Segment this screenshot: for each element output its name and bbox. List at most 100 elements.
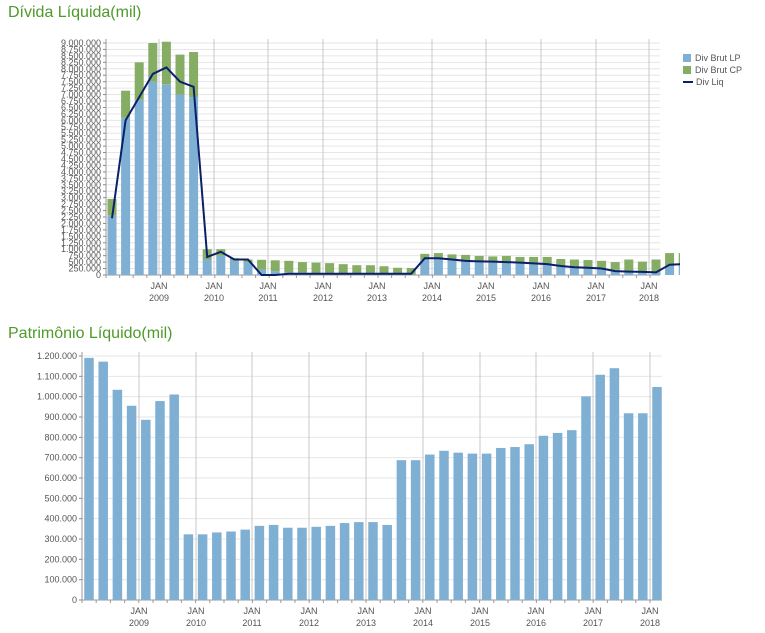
bar-primary (189, 97, 199, 275)
legend-swatch-lp (683, 54, 691, 62)
x-tick-label: JAN (368, 281, 385, 291)
x-tick-label: 2010 (204, 293, 224, 303)
patrimonio-liquido-chart: 0 100.000 200.000 300.000 400.000 500.000 600.… (37, 351, 662, 628)
x-tick-label: JAN (205, 281, 222, 291)
bar-primary (155, 401, 165, 600)
y-tick-label: 5.000.000 (61, 141, 101, 151)
bar-primary (354, 522, 364, 600)
bar-primary (542, 263, 552, 275)
y-tick-label: 7.000.000 (61, 90, 101, 100)
bar-primary (474, 261, 484, 275)
y-tick-label: 1.000.000 (61, 244, 101, 254)
bar-secondary (420, 253, 430, 260)
y-tick-label: 6.750.000 (61, 96, 101, 106)
bar-primary (339, 523, 350, 600)
x-tick-label: JAN (641, 606, 658, 616)
bar-primary (229, 260, 239, 275)
bar-primary (161, 84, 171, 275)
legend-label-liq: Div Liq (696, 77, 724, 87)
bar-secondary (583, 260, 593, 268)
y-tick-label: 500.000 (44, 493, 77, 503)
bar-primary (637, 271, 647, 275)
bar-primary (581, 396, 591, 600)
y-tick-label: 300.000 (44, 534, 77, 544)
x-tick-label: JAN (477, 281, 494, 291)
y-tick-label: 600.000 (44, 473, 77, 483)
bar-secondary (461, 254, 471, 261)
bar-secondary (325, 263, 335, 273)
bar-primary (556, 265, 566, 275)
x-tick-label: 2010 (186, 618, 206, 628)
x-tick-label: JAN (532, 281, 549, 291)
y-tick-label: 5.750.000 (61, 122, 101, 132)
y-tick-label: 6.000.000 (61, 115, 101, 125)
bar-primary (510, 447, 520, 600)
bar-primary (240, 529, 250, 600)
x-tick-label: 2012 (313, 293, 333, 303)
chart-legend: Div Brut LP Div Brut CP Div Liq (683, 52, 755, 88)
bar-secondary (107, 198, 117, 216)
y-tick-label: 1.100.000 (37, 371, 77, 381)
legend-swatch-cp (683, 66, 691, 74)
y-tick-label: 400.000 (44, 514, 77, 524)
y-tick-label: 8.000.000 (61, 64, 101, 74)
bar-primary (496, 447, 506, 600)
y-tick-label: 8.250.000 (61, 57, 101, 67)
bar-primary (433, 259, 443, 275)
bar-primary (368, 522, 378, 600)
y-tick-label: 4.250.000 (61, 160, 101, 170)
x-tick-label: JAN (527, 606, 544, 616)
x-tick-label: JAN (314, 281, 331, 291)
y-tick-label: 8.500.000 (61, 51, 101, 61)
x-tick-label: 2014 (422, 293, 442, 303)
bar-secondary (624, 259, 634, 272)
bar-secondary (529, 256, 539, 264)
bar-primary (461, 260, 471, 275)
bar-primary (420, 259, 430, 275)
x-tick-label: 2016 (531, 293, 551, 303)
x-tick-label: 2009 (129, 618, 149, 628)
bar-secondary (365, 265, 375, 274)
bar-primary (84, 357, 94, 600)
x-tick-label: JAN (414, 606, 431, 616)
bar-secondary (556, 259, 566, 266)
bar-primary (197, 534, 208, 600)
bar-primary (297, 527, 307, 600)
chart-title-patrimonio-liquido: Patrimônio Líquido(mil) (8, 325, 173, 342)
y-tick-label: 6.250.000 (61, 109, 101, 119)
x-tick-label: 2017 (586, 293, 606, 303)
line-div-liq (111, 66, 680, 276)
bar-secondary (311, 262, 321, 273)
x-tick-label: 2012 (299, 618, 319, 628)
bar-primary (148, 81, 158, 276)
bar-primary (212, 532, 222, 600)
bar-primary (624, 271, 634, 275)
x-tick-label: 2011 (242, 618, 261, 628)
y-tick-label: 3.000.000 (61, 193, 101, 203)
bar-secondary (488, 256, 498, 263)
bar-primary (453, 452, 463, 600)
y-tick-label: 3.500.000 (61, 180, 101, 190)
bar-secondary (665, 253, 675, 266)
bar-primary (678, 265, 680, 275)
bar-primary (488, 262, 498, 275)
bar-primary (112, 389, 123, 600)
x-tick-label: 2009 (149, 293, 169, 303)
bar-secondary (542, 256, 552, 264)
y-tick-label: 7.750.000 (61, 70, 101, 80)
y-tick-label: 750.000 (68, 251, 101, 261)
bar-primary (515, 262, 525, 275)
y-tick-label: 4.750.000 (61, 148, 101, 158)
bar-primary (243, 262, 253, 275)
legend-item-div-brut-cp[interactable]: Div Brut CP (683, 64, 755, 76)
bar-primary (268, 524, 279, 600)
bar-primary (552, 432, 563, 600)
bar-primary (567, 430, 577, 600)
bar-primary (270, 271, 280, 275)
bar-primary (609, 368, 620, 600)
legend-item-div-brut-lp[interactable]: Div Brut LP (683, 52, 755, 64)
x-tick-label: JAN (471, 606, 488, 616)
bar-primary (538, 435, 549, 600)
legend-label-cp: Div Brut CP (695, 65, 743, 75)
legend-item-div-liq[interactable]: Div Liq (683, 76, 755, 88)
